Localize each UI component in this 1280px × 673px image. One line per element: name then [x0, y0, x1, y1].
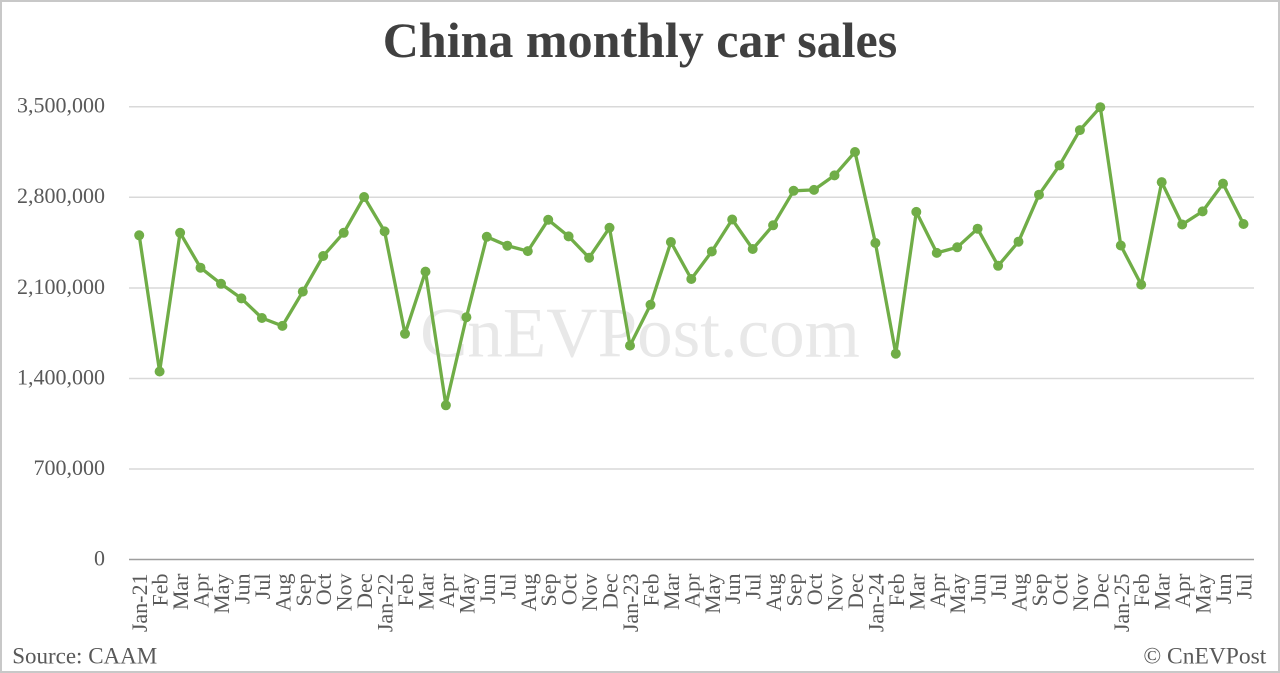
svg-text:Feb: Feb [393, 574, 418, 607]
svg-text:3,500,000: 3,500,000 [17, 93, 105, 118]
svg-text:Mar: Mar [414, 573, 439, 610]
svg-text:Jan-24: Jan-24 [863, 574, 888, 633]
svg-text:CnEVPost.com: CnEVPost.com [420, 295, 860, 373]
svg-text:May: May [945, 574, 970, 614]
svg-text:Apr: Apr [1170, 573, 1195, 608]
svg-text:2,100,000: 2,100,000 [17, 274, 105, 299]
svg-text:May: May [700, 574, 725, 614]
svg-text:Nov: Nov [332, 574, 357, 612]
svg-text:Jul: Jul [741, 574, 766, 600]
svg-text:Jan-23: Jan-23 [618, 574, 643, 633]
svg-text:Sep: Sep [291, 574, 316, 607]
svg-text:Sep: Sep [782, 574, 807, 607]
svg-text:Jun: Jun [720, 574, 745, 605]
svg-text:Jul: Jul [986, 574, 1011, 600]
svg-text:Jul: Jul [495, 574, 520, 600]
svg-text:Aug: Aug [516, 574, 541, 612]
svg-text:Feb: Feb [1129, 574, 1154, 607]
svg-text:Jul: Jul [250, 574, 275, 600]
svg-text:May: May [454, 574, 479, 614]
svg-text:China monthly car sales: China monthly car sales [383, 12, 897, 68]
svg-text:Dec: Dec [1088, 573, 1113, 609]
svg-text:Feb: Feb [639, 574, 664, 607]
svg-text:Apr: Apr [189, 573, 214, 608]
svg-text:Jun: Jun [229, 574, 254, 605]
svg-text:Jan-25: Jan-25 [1109, 574, 1134, 633]
svg-text:1,400,000: 1,400,000 [17, 364, 105, 389]
svg-text:Jun: Jun [475, 574, 500, 605]
svg-text:Source: CAAM: Source: CAAM [12, 644, 157, 669]
svg-text:Jun: Jun [966, 574, 991, 605]
svg-text:Oct: Oct [557, 574, 582, 606]
svg-text:Dec: Dec [598, 573, 623, 609]
svg-text:Aug: Aug [1007, 574, 1032, 612]
svg-text:Oct: Oct [802, 574, 827, 606]
svg-text:Oct: Oct [1048, 574, 1073, 606]
svg-text:2,800,000: 2,800,000 [17, 183, 105, 208]
svg-text:Sep: Sep [1027, 574, 1052, 607]
svg-text:Aug: Aug [761, 574, 786, 612]
svg-text:Apr: Apr [434, 573, 459, 608]
svg-text:© CnEVPost: © CnEVPost [1143, 644, 1266, 670]
svg-text:Aug: Aug [270, 574, 295, 612]
svg-text:Feb: Feb [884, 574, 909, 607]
svg-text:Feb: Feb [148, 574, 173, 607]
svg-text:Dec: Dec [352, 573, 377, 609]
svg-text:Mar: Mar [659, 573, 684, 610]
svg-text:Jun: Jun [1211, 574, 1236, 605]
svg-text:Dec: Dec [843, 573, 868, 609]
svg-text:Nov: Nov [577, 574, 602, 612]
svg-text:Jan-22: Jan-22 [373, 574, 398, 633]
svg-text:Apr: Apr [925, 573, 950, 608]
svg-text:Oct: Oct [311, 574, 336, 606]
svg-text:May: May [1191, 574, 1216, 614]
svg-text:0: 0 [94, 545, 105, 570]
svg-text:Mar: Mar [904, 573, 929, 610]
svg-text:Apr: Apr [679, 573, 704, 608]
svg-text:700,000: 700,000 [34, 455, 106, 480]
svg-text:Mar: Mar [168, 573, 193, 610]
svg-text:Nov: Nov [1068, 574, 1093, 612]
svg-text:Jan-21: Jan-21 [127, 574, 152, 633]
svg-text:Sep: Sep [536, 574, 561, 607]
svg-text:Mar: Mar [1150, 573, 1175, 610]
svg-text:Nov: Nov [823, 574, 848, 612]
svg-text:Jul: Jul [1232, 574, 1257, 600]
svg-text:May: May [209, 574, 234, 614]
